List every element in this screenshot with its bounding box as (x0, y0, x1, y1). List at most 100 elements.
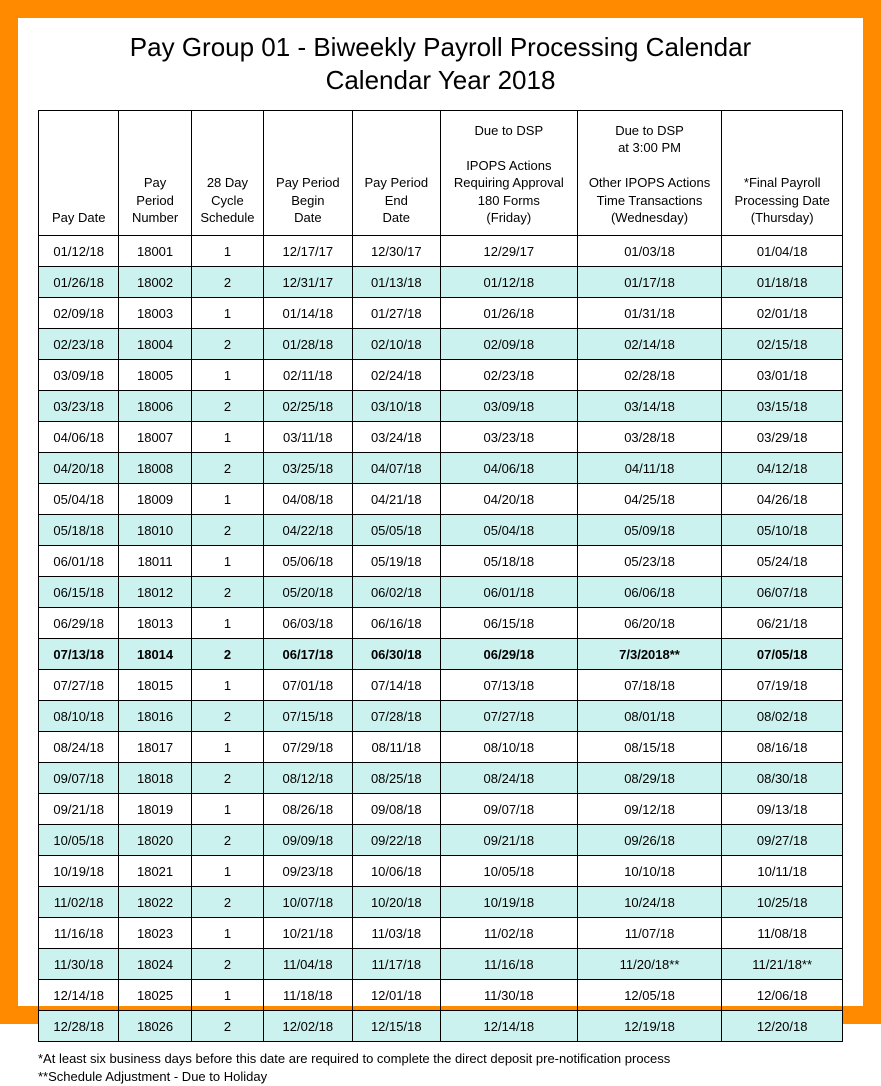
cell: 12/15/18 (352, 1011, 440, 1042)
cell: 05/19/18 (352, 546, 440, 577)
cell: 01/18/18 (722, 267, 843, 298)
cell: 10/07/18 (264, 887, 352, 918)
cell: 18015 (119, 670, 191, 701)
cell: 11/17/18 (352, 949, 440, 980)
cell: 04/22/18 (264, 515, 352, 546)
cell: 04/12/18 (722, 453, 843, 484)
cell: 08/10/18 (39, 701, 119, 732)
cell: 09/07/18 (440, 794, 577, 825)
cell: 06/07/18 (722, 577, 843, 608)
cell: 18010 (119, 515, 191, 546)
cell: 05/05/18 (352, 515, 440, 546)
cell: 02/10/18 (352, 329, 440, 360)
cell: 18022 (119, 887, 191, 918)
cell: 18003 (119, 298, 191, 329)
cell: 18020 (119, 825, 191, 856)
cell: 05/10/18 (722, 515, 843, 546)
cell: 03/23/18 (39, 391, 119, 422)
cell: 07/14/18 (352, 670, 440, 701)
cell: 1 (191, 360, 263, 391)
cell: 11/30/18 (39, 949, 119, 980)
cell: 03/14/18 (577, 391, 722, 422)
cell: 12/30/17 (352, 236, 440, 267)
cell: 2 (191, 639, 263, 670)
cell: 07/28/18 (352, 701, 440, 732)
cell: 12/14/18 (39, 980, 119, 1011)
cell: 08/26/18 (264, 794, 352, 825)
cell: 2 (191, 825, 263, 856)
cell: 2 (191, 515, 263, 546)
cell: 07/13/18 (440, 670, 577, 701)
cell: 05/06/18 (264, 546, 352, 577)
cell: 12/01/18 (352, 980, 440, 1011)
cell: 09/21/18 (39, 794, 119, 825)
cell: 04/26/18 (722, 484, 843, 515)
cell: 18011 (119, 546, 191, 577)
cell: 10/24/18 (577, 887, 722, 918)
document-body: Pay Group 01 - Biweekly Payroll Processi… (18, 18, 863, 1086)
cell: 03/01/18 (722, 360, 843, 391)
cell: 08/29/18 (577, 763, 722, 794)
table-row: 02/09/1818003101/14/1801/27/1801/26/1801… (39, 298, 843, 329)
col-header-5: Due to DSP IPOPS ActionsRequiring Approv… (440, 111, 577, 236)
cell: 02/14/18 (577, 329, 722, 360)
cell: 18025 (119, 980, 191, 1011)
cell: 1 (191, 918, 263, 949)
payroll-tbody: 01/12/1818001112/17/1712/30/1712/29/1701… (39, 236, 843, 1042)
cell: 11/04/18 (264, 949, 352, 980)
cell: 03/11/18 (264, 422, 352, 453)
cell: 11/07/18 (577, 918, 722, 949)
cell: 07/27/18 (440, 701, 577, 732)
cell: 2 (191, 453, 263, 484)
cell: 18017 (119, 732, 191, 763)
cell: 11/16/18 (39, 918, 119, 949)
cell: 06/01/18 (440, 577, 577, 608)
cell: 04/20/18 (39, 453, 119, 484)
cell: 01/13/18 (352, 267, 440, 298)
cell: 12/19/18 (577, 1011, 722, 1042)
document-frame: Pay Group 01 - Biweekly Payroll Processi… (0, 0, 881, 1024)
cell: 01/31/18 (577, 298, 722, 329)
cell: 08/02/18 (722, 701, 843, 732)
cell: 04/06/18 (440, 453, 577, 484)
cell: 01/14/18 (264, 298, 352, 329)
cell: 10/19/18 (440, 887, 577, 918)
cell: 06/16/18 (352, 608, 440, 639)
cell: 10/20/18 (352, 887, 440, 918)
cell: 2 (191, 577, 263, 608)
cell: 2 (191, 1011, 263, 1042)
footnotes: *At least six business days before this … (38, 1050, 843, 1086)
table-row: 03/23/1818006202/25/1803/10/1803/09/1803… (39, 391, 843, 422)
cell: 1 (191, 236, 263, 267)
table-row: 10/19/1818021109/23/1810/06/1810/05/1810… (39, 856, 843, 887)
cell: 10/06/18 (352, 856, 440, 887)
cell: 06/21/18 (722, 608, 843, 639)
cell: 05/24/18 (722, 546, 843, 577)
cell: 08/24/18 (440, 763, 577, 794)
cell: 2 (191, 949, 263, 980)
cell: 09/21/18 (440, 825, 577, 856)
cell: 07/18/18 (577, 670, 722, 701)
cell: 18004 (119, 329, 191, 360)
table-row: 11/16/1818023110/21/1811/03/1811/02/1811… (39, 918, 843, 949)
cell: 05/18/18 (440, 546, 577, 577)
cell: 09/13/18 (722, 794, 843, 825)
page-subtitle: Calendar Year 2018 (38, 65, 843, 96)
cell: 03/24/18 (352, 422, 440, 453)
cell: 2 (191, 763, 263, 794)
cell: 08/10/18 (440, 732, 577, 763)
cell: 11/02/18 (39, 887, 119, 918)
cell: 04/21/18 (352, 484, 440, 515)
cell: 11/20/18** (577, 949, 722, 980)
cell: 03/28/18 (577, 422, 722, 453)
cell: 10/19/18 (39, 856, 119, 887)
cell: 02/23/18 (440, 360, 577, 391)
table-row: 08/10/1818016207/15/1807/28/1807/27/1808… (39, 701, 843, 732)
cell: 02/23/18 (39, 329, 119, 360)
cell: 09/08/18 (352, 794, 440, 825)
cell: 06/29/18 (39, 608, 119, 639)
cell: 10/11/18 (722, 856, 843, 887)
cell: 18002 (119, 267, 191, 298)
cell: 7/3/2018** (577, 639, 722, 670)
cell: 03/09/18 (39, 360, 119, 391)
